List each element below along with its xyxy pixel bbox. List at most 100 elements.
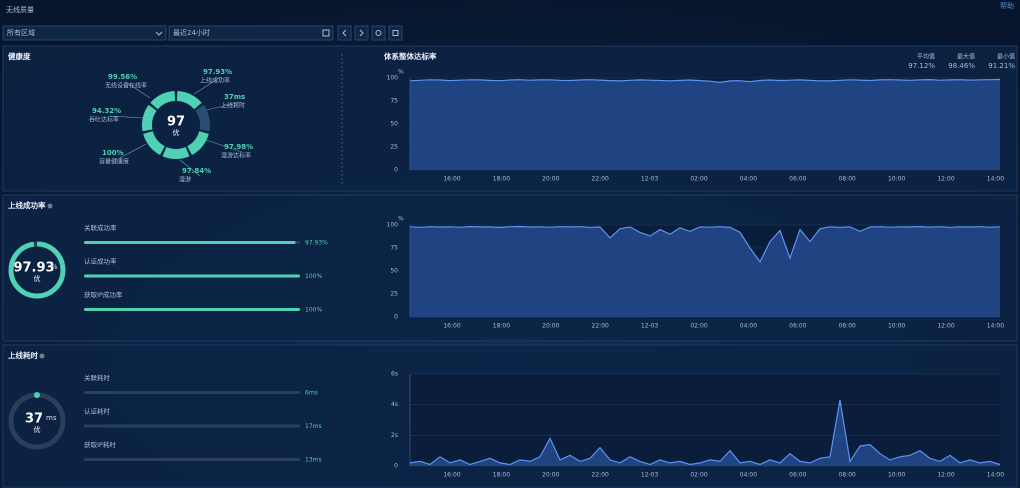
x-tick-label: 10:00 (888, 323, 905, 330)
ring-unit: ms (46, 414, 57, 422)
x-tick-label: 14:00 (987, 176, 1004, 183)
y-tick-label: 25 (390, 144, 398, 151)
x-tick-label: 12:00 (937, 176, 954, 183)
x-tick-label: 20:00 (542, 176, 559, 183)
line (409, 78, 1001, 84)
donut-segment (195, 104, 210, 132)
ring-score: 97.93 (13, 261, 54, 276)
stat-label: 最大值 (957, 53, 975, 61)
line (409, 399, 1001, 466)
info-icon[interactable] (47, 203, 53, 209)
bar-track (84, 458, 300, 461)
x-tick-label: 20:00 (542, 323, 559, 330)
refresh-button[interactable] (371, 25, 386, 41)
info-icon[interactable] (39, 353, 45, 359)
bar-label: 关联耗时 (84, 373, 111, 382)
x-tick-label: 06:00 (789, 472, 806, 479)
line (409, 225, 1001, 263)
leader-line (193, 76, 222, 95)
metric-value: 97.93% (203, 68, 232, 76)
y-unit: % (398, 69, 404, 76)
metric-label: 无线设备在线率 (105, 82, 147, 90)
bar-value: 6ms (305, 390, 318, 397)
bar-value: 100% (305, 307, 322, 314)
dropdown-arrow (155, 31, 163, 36)
x-tick-label: 10:00 (888, 176, 905, 183)
stat-label: 最小值 (997, 53, 1015, 61)
stat-label: 平均值 (917, 53, 935, 61)
metric-label: 漫游达标率 (221, 152, 251, 160)
bar-value: 13ms (305, 457, 322, 464)
y-unit: % (398, 216, 404, 223)
y-tick-label: 25 (390, 291, 398, 298)
x-tick-label: 12-03 (641, 176, 659, 183)
metric-value: 37ms (224, 93, 245, 101)
x-tick-label: 02:00 (690, 472, 707, 479)
refresh-icon (375, 30, 382, 36)
y-tick-label: 50 (390, 121, 398, 128)
metric-value: 100% (102, 149, 124, 157)
y-tick-label: 2s (391, 432, 398, 439)
metric-label: 容量健康度 (99, 158, 129, 166)
export-button[interactable] (388, 25, 403, 41)
help-link[interactable]: 帮助 (1000, 1, 1014, 10)
toolbar (337, 25, 403, 41)
bar-label: 认证成功率 (84, 257, 117, 266)
x-tick-label: 16:00 (443, 323, 460, 330)
plot-bg (410, 374, 1000, 466)
area (410, 79, 1000, 170)
metric-value: 94.32% (92, 107, 121, 115)
stat-value: 98.46% (948, 62, 975, 70)
range-text: 最近24小时 (173, 28, 210, 37)
bar-value: 97.93% (305, 240, 328, 247)
x-tick-label: 16:00 (443, 472, 460, 479)
region-text: 所有区域 (7, 28, 35, 37)
leader-line (109, 115, 144, 119)
stat-value: 91.21% (988, 62, 1015, 70)
y-tick-label: 50 (390, 268, 398, 275)
metric-value: 97.84% (182, 167, 211, 175)
leader-line (125, 81, 151, 99)
ring-grade: 优 (34, 274, 41, 283)
metric-label: 上线耗时 (221, 102, 245, 110)
region-select[interactable] (2, 25, 167, 41)
bar-track (84, 424, 300, 428)
bar-fill (84, 241, 296, 244)
overall-title: 体系整体达标率 (384, 51, 437, 61)
next-button[interactable] (354, 25, 369, 41)
leader-line (119, 143, 147, 159)
y-tick-label: 100 (387, 222, 399, 229)
health-grade: 优 (173, 128, 180, 137)
bar-value: 17ms (305, 423, 322, 430)
page-title: 无线质量 (6, 5, 34, 14)
x-tick-label: 14:00 (987, 472, 1004, 479)
x-tick-label: 12-03 (641, 323, 659, 330)
x-tick-label: 18:00 (493, 472, 510, 479)
x-tick-label: 08:00 (839, 323, 856, 330)
prev-button[interactable] (337, 25, 352, 41)
x-tick-label: 18:00 (493, 176, 510, 183)
bar-fill (84, 274, 300, 278)
leader-line (179, 159, 201, 177)
y-tick-label: 0 (394, 463, 398, 470)
bar-label: 关联成功率 (84, 223, 117, 232)
calendar-icon (322, 29, 330, 37)
range-select[interactable] (168, 25, 334, 41)
y-tick-label: 75 (390, 245, 398, 252)
bar-value: 100% (305, 273, 322, 280)
metric-value: 97.98% (224, 143, 253, 151)
x-tick-label: 04:00 (740, 323, 757, 330)
x-tick-label: 02:00 (690, 176, 707, 183)
ring-unit: % (51, 263, 58, 271)
donut-segment (150, 91, 176, 110)
metric-value: 99.56% (108, 73, 137, 81)
online-title: 上线成功率 (8, 200, 46, 210)
bar-track (84, 391, 300, 394)
x-tick-label: 04:00 (740, 472, 757, 479)
x-tick-label: 20:00 (542, 472, 559, 479)
x-tick-label: 22:00 (592, 176, 609, 183)
y-tick-label: 4s (391, 401, 398, 408)
metric-label: 吞吐达标率 (89, 116, 119, 124)
metric-label: 漫游 (179, 176, 191, 184)
donut-segment (142, 104, 157, 132)
